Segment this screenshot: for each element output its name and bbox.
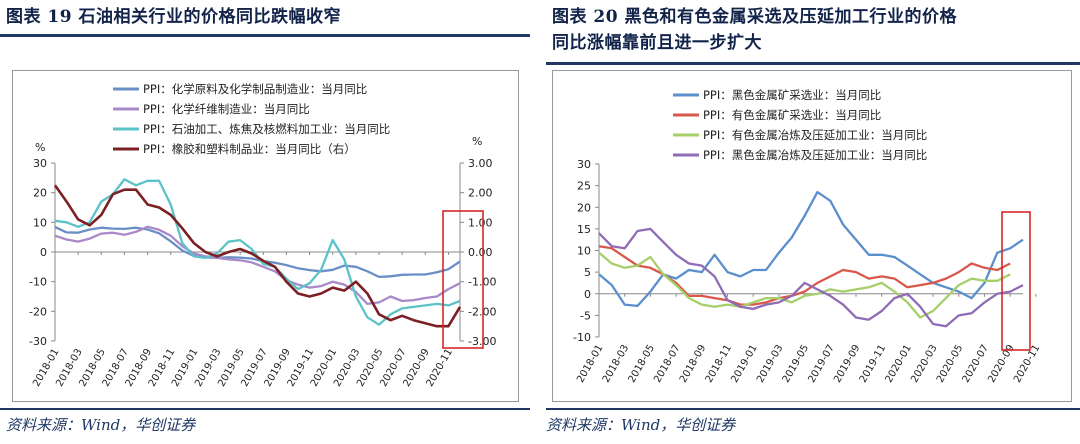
left-chart-title: 图表 19 石油相关行业的价格同比跌幅收窄: [6, 7, 341, 27]
legend-label-4: PPI：黑色金属冶炼及压延加工业：当月同比: [703, 148, 927, 162]
left-panel: 图表 19 石油相关行业的价格同比跌幅收窄 30 20 10 0 -10 -20 -30% 3…: [0, 0, 530, 444]
left-line-chart: 3020100-10-20-30%3.002.001.000.00-1.00-2…: [29, 82, 496, 389]
y-right-tick-label: 3.00: [468, 157, 493, 170]
right-chart-title: 图表 20 黑色和有色金属采选及压延加工行业的价格 同比涨幅靠前且进一步扩大: [552, 4, 1072, 56]
legend-label-1: PPI：化学原料及化学制品制造业：当月同比: [143, 82, 367, 96]
highlight-box: [1001, 211, 1031, 351]
left-chart-frame: 30 20 10 0 -10 -20 -30% 3.00 2.00 1.00 0.00 -1.00 -2…: [12, 70, 519, 402]
legend-label-2: PPI：有色金属矿采选业：当月同比: [703, 108, 881, 122]
y-right-tick-label: 0.00: [468, 246, 493, 259]
y-tick-label: 5: [584, 266, 591, 279]
left-source-rule: [0, 408, 530, 410]
series-line-4: [598, 227, 1024, 328]
y-tick-label: 0: [584, 288, 591, 301]
right-line-chart: 302520151050-5-102018-012018-032018-0520…: [573, 88, 1042, 385]
highlight-box: [442, 210, 484, 349]
legend-label-4: PPI：橡胶和塑料制品业：当月同比（右）: [143, 142, 356, 156]
right-chart-frame: 30 25 20 15 10 5 0 -5 -10 2018-01 2018-03 2018-05 20…: [552, 70, 1072, 402]
y-tick-label: 25: [577, 180, 591, 193]
y-tick-label: 10: [577, 245, 591, 258]
series-line-3: [598, 251, 1011, 319]
y-right-tick-label: 2.00: [468, 187, 493, 200]
y-tick-label: 10: [33, 216, 47, 229]
legend-label-2: PPI：化学纤维制造业：当月同比: [143, 102, 310, 116]
legend-label-3: PPI：有色金属冶炼及压延加工业：当月同比: [703, 128, 927, 142]
left-title-rule: [0, 34, 530, 37]
y-tick-label: -5: [580, 309, 591, 322]
legend-label-3: PPI：石油加工、炼焦及核燃料加工业：当月同比: [143, 122, 390, 136]
y-tick-label: 30: [33, 157, 47, 170]
right-source-rule: [546, 408, 1080, 410]
right-source: 资料来源：Wind，华创证券: [546, 416, 736, 434]
right-title-rule: [546, 62, 1080, 65]
y-tick-label: -20: [29, 305, 47, 318]
y-tick-label: 30: [577, 158, 591, 171]
y-tick-label: -10: [29, 276, 47, 289]
series-line-2: [54, 225, 461, 306]
y-axis-unit-left: %: [35, 141, 45, 154]
y-tick-label: 20: [577, 201, 591, 214]
left-source: 资料来源：Wind，华创证券: [6, 416, 196, 434]
y-tick-label: -10: [573, 331, 591, 344]
series-line-4: [53, 184, 462, 328]
legend-label-1: PPI：黑色金属矿采选业：当月同比: [703, 88, 881, 102]
right-title-line1: 图表 20 黑色和有色金属采选及压延加工行业的价格: [552, 7, 957, 27]
y-tick-label: 15: [577, 223, 591, 236]
y-axis-unit-right: %: [472, 135, 482, 148]
right-panel: 图表 20 黑色和有色金属采选及压延加工行业的价格 同比涨幅靠前且进一步扩大 3…: [546, 0, 1080, 444]
y-tick-label: -30: [29, 335, 47, 348]
series-line-1: [598, 190, 1024, 308]
y-tick-label: 20: [33, 187, 47, 200]
right-title-line2: 同比涨幅靠前且进一步扩大: [552, 33, 762, 53]
y-right-tick-label: 1.00: [468, 216, 493, 229]
y-tick-label: 0: [40, 246, 47, 259]
series-line-1: [54, 226, 461, 279]
